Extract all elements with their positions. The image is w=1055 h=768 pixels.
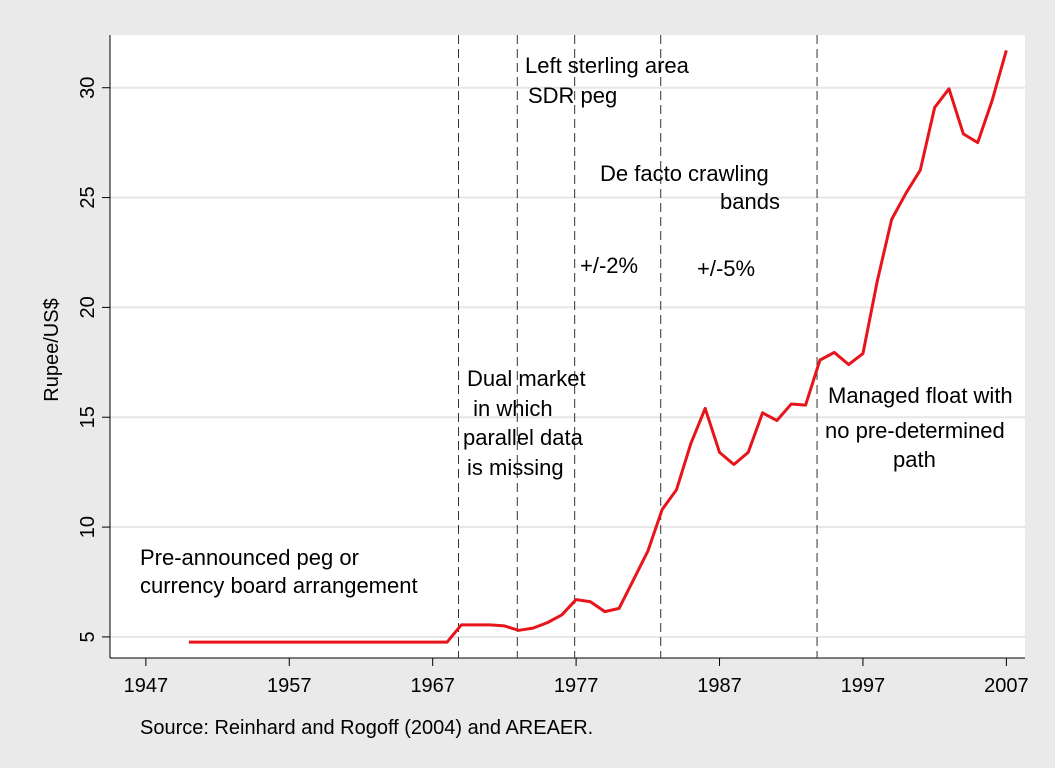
y-tick-label: 10: [77, 516, 99, 538]
annotation: Left sterling area: [525, 53, 690, 78]
x-tick-label: 1957: [267, 675, 312, 697]
annotation: De facto crawling: [600, 161, 769, 186]
y-tick-label: 30: [77, 77, 99, 99]
annotation: no pre-determined: [825, 418, 1005, 443]
annotation: Managed float with: [828, 383, 1013, 408]
y-tick-label: 5: [77, 631, 99, 642]
annotation: +/-2%: [580, 253, 638, 278]
plot-area: [110, 35, 1025, 658]
y-tick-label: 25: [77, 186, 99, 208]
y-tick-label: 20: [77, 296, 99, 318]
annotation: Pre-announced peg or: [140, 545, 359, 570]
y-tick-label: 15: [77, 406, 99, 428]
x-tick-label: 1967: [410, 675, 455, 697]
x-tick-label: 1977: [554, 675, 599, 697]
annotation: currency board arrangement: [140, 573, 418, 598]
source-note: Source: Reinhard and Rogoff (2004) and A…: [140, 717, 593, 739]
annotation: +/-5%: [697, 256, 755, 281]
annotation: path: [893, 447, 936, 472]
annotation: bands: [720, 189, 780, 214]
annotation: SDR peg: [528, 83, 617, 108]
x-tick-label: 2007: [984, 675, 1029, 697]
annotation: is missing: [467, 455, 564, 480]
annotation: in which: [467, 396, 553, 421]
y-axis-label: Rupee/US$: [41, 298, 63, 401]
x-tick-label: 1997: [841, 675, 886, 697]
annotation: Dual market: [467, 366, 586, 391]
x-tick-label: 1947: [124, 675, 169, 697]
x-tick-label: 1987: [697, 675, 742, 697]
data-line: [188, 49, 1008, 644]
annotation: parallel data: [463, 425, 584, 450]
